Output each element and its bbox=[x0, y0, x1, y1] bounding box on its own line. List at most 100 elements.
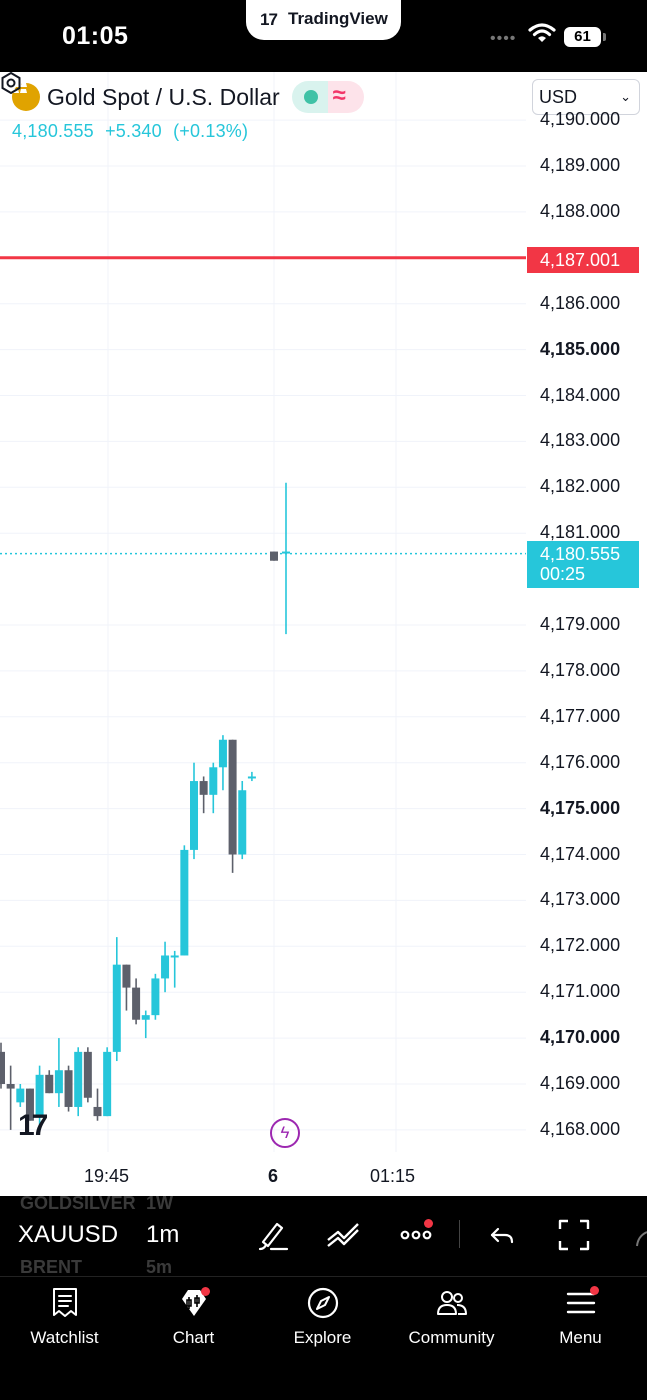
price-axis-label: 4,168.000 bbox=[540, 1118, 621, 1139]
nav-label: Chart bbox=[172, 1328, 215, 1347]
watchlist-icon bbox=[52, 1288, 77, 1317]
bottom-navigation: Watchlist Chart Explore Community Menu bbox=[0, 1276, 647, 1400]
candle-body bbox=[218, 739, 227, 768]
more-notification-dot bbox=[424, 1219, 433, 1228]
prev-symbol-ghost: GOLDSILVER bbox=[20, 1196, 136, 1213]
candle-body bbox=[247, 776, 256, 779]
time-axis-label: 19:45 bbox=[84, 1166, 130, 1186]
price-axis-label: 4,183.000 bbox=[540, 430, 621, 451]
delayed-data-icon: ≈ bbox=[332, 82, 346, 109]
candle-body bbox=[112, 964, 121, 1052]
more-icon[interactable] bbox=[399, 1218, 435, 1252]
app-pill: 17 TradingView bbox=[246, 0, 401, 40]
candle-body bbox=[35, 1074, 44, 1117]
interval-selector[interactable]: 1m bbox=[146, 1221, 180, 1248]
candle-body bbox=[238, 790, 247, 855]
price-axis-label: 4,190.000 bbox=[540, 109, 621, 130]
price-axis-label: 4,172.000 bbox=[540, 935, 621, 956]
fullscreen-icon[interactable] bbox=[557, 1218, 591, 1252]
nav-watchlist[interactable]: Watchlist bbox=[0, 1277, 129, 1367]
prev-interval-ghost: 1W bbox=[146, 1196, 173, 1213]
price-axis-label: 4,175.000 bbox=[540, 797, 621, 818]
current-price-value: 4,180.555 bbox=[540, 544, 621, 564]
price-axis-label: 4,179.000 bbox=[540, 614, 621, 634]
price-axis-label: 4,178.000 bbox=[540, 659, 621, 680]
candle-body bbox=[209, 767, 218, 795]
community-icon bbox=[436, 1291, 467, 1315]
candle-body bbox=[54, 1070, 63, 1094]
candle-body bbox=[6, 1084, 15, 1089]
lightning-icon[interactable]: ϟ bbox=[270, 1118, 300, 1148]
nav-label: Explore bbox=[293, 1328, 352, 1347]
price-change: +5.340 bbox=[105, 121, 162, 141]
price-axis-label: 4,189.000 bbox=[540, 155, 621, 175]
chart-notification-dot bbox=[201, 1287, 210, 1296]
chart-canvas[interactable] bbox=[0, 72, 647, 1196]
chart-toolbar: GOLDSILVER 1W XAUUSD 1m BRENT 5m bbox=[0, 1196, 647, 1276]
symbol-name[interactable]: Gold Spot / U.S. Dollar bbox=[47, 83, 280, 110]
currency-select[interactable]: USD ⌄ bbox=[532, 79, 640, 115]
overflow-partial-icon bbox=[636, 1231, 647, 1247]
candle-body bbox=[199, 781, 208, 795]
market-status-badge[interactable]: ≈ bbox=[291, 81, 364, 113]
nav-explore[interactable]: Explore bbox=[258, 1277, 387, 1367]
price-axis-label: 4,182.000 bbox=[540, 476, 621, 497]
next-interval-ghost: 5m bbox=[146, 1257, 173, 1276]
app-pill-label: TradingView bbox=[288, 9, 388, 28]
bar-countdown: 00:25 bbox=[540, 564, 586, 584]
nav-community[interactable]: Community bbox=[387, 1277, 516, 1367]
compass-icon bbox=[307, 1287, 338, 1319]
price-axis-label: 4,188.000 bbox=[540, 200, 621, 221]
symbol-selector[interactable]: XAUUSD bbox=[18, 1221, 119, 1248]
signal-dots-icon: •••• bbox=[490, 30, 517, 47]
price-change-percent: (+0.13%) bbox=[173, 121, 249, 141]
symbol-header[interactable]: Gold Spot / U.S. Dollar ≈ bbox=[12, 81, 364, 113]
market-open-dot-icon bbox=[303, 90, 318, 104]
candle-body bbox=[180, 849, 189, 956]
price-axis-label: 4,171.000 bbox=[540, 981, 621, 1002]
alert-price-tag[interactable]: 4,187.001 bbox=[527, 247, 639, 273]
tradingview-watermark-icon: 17 bbox=[18, 1109, 48, 1142]
nav-label: Menu bbox=[559, 1328, 602, 1347]
candle-body bbox=[25, 1088, 34, 1121]
nav-label: Community bbox=[408, 1328, 495, 1347]
next-symbol-ghost: BRENT bbox=[20, 1257, 82, 1276]
price-axis-label: 4,184.000 bbox=[540, 384, 621, 405]
candle-body bbox=[151, 978, 160, 1016]
toolbar-divider bbox=[459, 1220, 460, 1248]
tradingview-logo-icon: 17 bbox=[260, 10, 278, 29]
chevron-down-icon: ⌄ bbox=[620, 89, 631, 104]
nav-label: Watchlist bbox=[30, 1328, 99, 1347]
price-axis-label: 4,176.000 bbox=[540, 751, 621, 772]
last-price: 4,180.555 bbox=[12, 121, 94, 141]
trendline-icon[interactable] bbox=[326, 1218, 362, 1252]
currency-value: USD bbox=[539, 87, 578, 107]
candle-body bbox=[190, 781, 198, 850]
current-price-tag: 4,180.555 00:25 bbox=[527, 541, 639, 588]
time-axis-label: 01:15 bbox=[370, 1166, 416, 1186]
nav-menu[interactable]: Menu bbox=[516, 1277, 645, 1367]
menu-icon bbox=[566, 1292, 595, 1314]
candle-body bbox=[132, 987, 141, 1020]
candle-body bbox=[16, 1088, 25, 1103]
chart-settings-icon[interactable] bbox=[0, 72, 22, 94]
status-time: 01:05 bbox=[62, 22, 129, 50]
candle-body bbox=[64, 1070, 73, 1107]
battery-icon: 61 bbox=[564, 27, 601, 47]
candle-body bbox=[103, 1051, 112, 1117]
chart-area[interactable]: Gold Spot / U.S. Dollar ≈ 4,180.555 +5.3… bbox=[0, 72, 647, 1196]
candle-body bbox=[74, 1051, 83, 1107]
candle-body bbox=[0, 1051, 5, 1084]
brush-icon[interactable] bbox=[256, 1218, 290, 1252]
undo-icon[interactable] bbox=[488, 1218, 518, 1252]
candle-body bbox=[270, 551, 278, 561]
nav-chart[interactable]: Chart bbox=[129, 1277, 258, 1367]
candle-body bbox=[83, 1051, 92, 1098]
status-bar: 01:05 17 TradingView •••• 61 bbox=[0, 0, 647, 72]
price-axis-label: 4,186.000 bbox=[540, 292, 621, 313]
candle-body bbox=[93, 1106, 102, 1117]
chart-icon bbox=[181, 1290, 206, 1316]
wifi-icon bbox=[528, 23, 556, 42]
price-axis-label: 4,185.000 bbox=[540, 338, 621, 359]
time-axis-label: 6 bbox=[268, 1166, 279, 1186]
